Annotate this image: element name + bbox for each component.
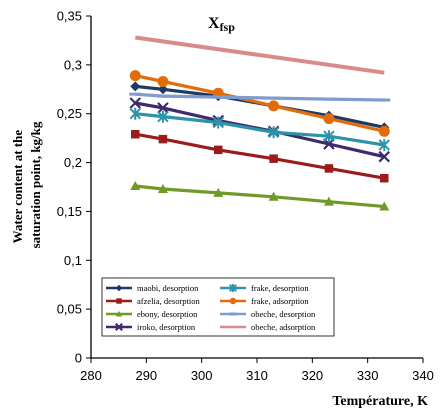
- series-line: [135, 184, 385, 209]
- data-point: [130, 181, 141, 191]
- legend-label: obeche, adsorption: [251, 322, 316, 332]
- x-axis-title: Température, K: [332, 394, 428, 409]
- data-point: [379, 201, 390, 211]
- series-obeche-adsorption: [135, 35, 385, 75]
- series-line: [135, 112, 385, 147]
- annotation-label: Xfsp: [208, 15, 235, 34]
- legend-entry: iroko, desorption: [106, 322, 196, 332]
- series-frake-desorption: [129, 107, 390, 151]
- series-group: [129, 35, 391, 211]
- legend-entry: maobi, desorption: [106, 283, 199, 293]
- legend-label: frake, adsorption: [251, 296, 309, 306]
- data-point: [157, 75, 169, 87]
- data-point: [378, 138, 390, 151]
- legend-label: obeche, desorption: [251, 309, 316, 319]
- data-point: [269, 154, 278, 163]
- legend-label: maobi, desorption: [137, 283, 199, 293]
- data-point: [268, 100, 280, 112]
- series-afzelia-desorption: [131, 129, 389, 183]
- series-line: [134, 74, 385, 133]
- data-point: [129, 70, 141, 82]
- data-point: [158, 134, 168, 144]
- y-tick-label: 0,25: [57, 106, 82, 121]
- data-point: [229, 284, 237, 292]
- y-tick-label: 0,35: [57, 9, 82, 24]
- legend-box: [101, 277, 335, 337]
- y-tick-label: 0,3: [64, 57, 82, 72]
- annotation-main: X: [208, 15, 220, 32]
- series-line: [135, 92, 385, 102]
- data-point: [267, 126, 280, 139]
- data-point: [212, 116, 224, 129]
- data-point: [157, 84, 168, 95]
- x-ticks: 280 290 300 310 320 330 340: [80, 358, 434, 383]
- x-tick-label: 340: [412, 368, 434, 383]
- y-axis-title-line-1: Water content at the: [10, 130, 25, 244]
- annotation-subscript: fsp: [220, 20, 236, 34]
- legend-entry: frake, adsorption: [220, 296, 309, 306]
- legend-entry: afzelia, desorption: [106, 296, 201, 306]
- legend-label: afzelia, desorption: [137, 296, 201, 306]
- data-point: [214, 145, 223, 155]
- legend-label: ebony, desorption: [137, 309, 198, 319]
- series-ebony-desorption: [130, 181, 390, 211]
- data-point: [323, 130, 335, 143]
- data-point: [157, 183, 168, 193]
- data-point: [131, 129, 140, 139]
- series-line: [135, 35, 385, 75]
- legend-entry: ebony, desorption: [106, 309, 198, 319]
- y-tick-label: 0,05: [57, 302, 82, 317]
- data-point: [268, 191, 279, 201]
- legend-entry: obeche, adsorption: [220, 322, 316, 332]
- y-tick-label: 0,2: [64, 155, 82, 170]
- data-point: [229, 297, 237, 305]
- data-point: [115, 310, 123, 317]
- y-tick-label: 0: [75, 351, 82, 366]
- y-axis-title-line-2: saturation point, kg/kg: [28, 121, 43, 248]
- x-tick-label: 320: [301, 368, 323, 383]
- data-point: [380, 173, 389, 183]
- x-tick-label: 300: [191, 368, 213, 383]
- legend-label: frake, desorption: [251, 283, 309, 293]
- data-point: [378, 150, 391, 163]
- y-axis-title: Water content at the saturation point, k…: [10, 121, 43, 248]
- data-point: [213, 187, 224, 197]
- series-obeche-desorption: [129, 92, 391, 102]
- legend: maobi, desorption afzelia, desorption ebon…: [101, 277, 335, 337]
- series-line: [135, 132, 385, 180]
- data-point: [115, 323, 123, 331]
- legend-entry: frake, desorption: [220, 283, 309, 293]
- x-tick-label: 280: [80, 368, 102, 383]
- legend-entry: obeche, desorption: [220, 309, 316, 319]
- data-point: [324, 164, 334, 173]
- y-tick-label: 0,15: [57, 204, 82, 219]
- legend-label: iroko, desorption: [137, 322, 196, 332]
- data-point: [115, 284, 123, 292]
- data-point: [378, 125, 390, 137]
- data-point: [129, 107, 141, 120]
- x-tick-label: 310: [246, 368, 268, 383]
- data-point: [323, 196, 334, 206]
- series-frake-adsorption: [129, 70, 390, 137]
- data-point: [129, 97, 142, 109]
- legend-items: maobi, desorption afzelia, desorption ebon…: [106, 283, 316, 332]
- data-point: [157, 110, 169, 123]
- data-point: [116, 298, 122, 304]
- y-ticks: 0 0,05 0,1 0,15 0,2 0,25 0,3 0,35: [57, 9, 91, 366]
- data-point: [323, 113, 335, 125]
- data-point: [157, 102, 169, 114]
- x-tick-label: 290: [135, 368, 157, 383]
- y-tick-label: 0,1: [64, 253, 82, 268]
- x-tick-label: 330: [357, 368, 379, 383]
- data-point: [130, 81, 141, 92]
